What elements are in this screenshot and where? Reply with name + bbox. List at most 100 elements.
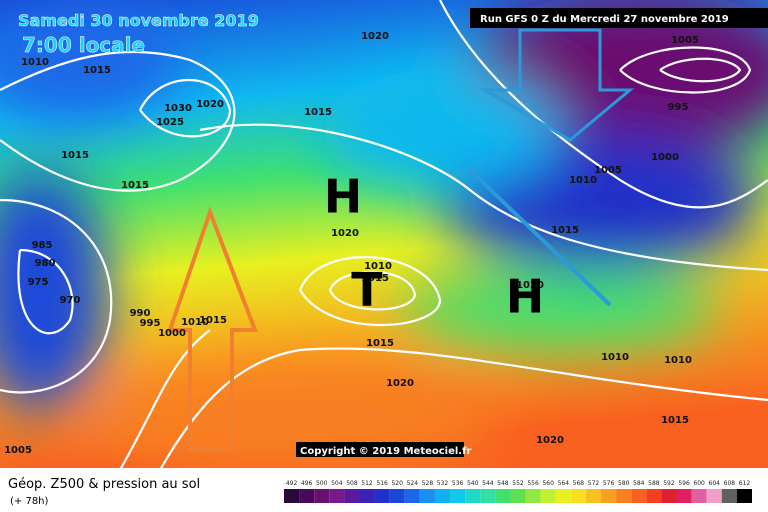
legend-swatch (434, 489, 451, 503)
legend-label: 524 (407, 480, 419, 487)
legend-swatch (329, 489, 345, 503)
pressure-labels: 1010101510201030102510201015101510159859… (4, 31, 699, 456)
map-annotations (167, 28, 635, 452)
pressure-label: 1020 (516, 280, 544, 291)
legend-label: 532 (437, 480, 449, 487)
run: Run GFS 0 Z du Mercredi 27 novembre 2019 (480, 14, 729, 25)
legend-swatch (344, 489, 360, 503)
pressure-label: 995 (140, 318, 161, 329)
pressure-label: 1020 (361, 31, 389, 42)
legend-label: 584 (633, 480, 645, 487)
pressure-label: 1010 (21, 57, 49, 68)
legend-label: 512 (361, 480, 373, 487)
legend-swatch (299, 489, 315, 503)
legend-swatch (585, 489, 602, 503)
legend-swatch (601, 489, 617, 503)
legend-label: 596 (678, 480, 690, 487)
legend-label: 608 (724, 480, 736, 487)
legend-label: 528 (422, 480, 434, 487)
legend-label: 492 (286, 480, 298, 487)
run-box (470, 8, 768, 28)
legend-swatch (359, 489, 375, 503)
copyright: Copyright © 2019 Meteociel.fr (300, 446, 471, 457)
legend-label: 588 (648, 480, 660, 487)
pressure-label: 1010 (569, 175, 597, 186)
legend-label: 504 (331, 480, 343, 487)
legend-label: 600 (693, 480, 705, 487)
center-letter: H (324, 170, 363, 224)
pressure-label: 995 (668, 102, 689, 113)
legend-label: 576 (603, 480, 615, 487)
legend-label: 500 (316, 480, 328, 487)
pressure-label: 975 (28, 277, 49, 288)
legend-swatch (706, 489, 722, 503)
legend-label: 552 (512, 480, 524, 487)
legend-swatch (570, 489, 586, 503)
pressure-label: 1005 (671, 35, 699, 46)
pressure-label: 1015 (551, 225, 579, 236)
pressure-label: 1020 (196, 99, 224, 110)
legend-swatch (631, 489, 647, 503)
legend-swatch (616, 489, 632, 503)
legend-swatch (676, 489, 692, 503)
legend-swatch (314, 489, 330, 503)
pressure-label: 1010 (181, 317, 209, 328)
date: Samedi 30 novembre 2019 (18, 11, 259, 30)
legend-swatch (525, 489, 541, 503)
legend-label: 548 (497, 480, 509, 487)
legend-swatch (389, 489, 405, 503)
legend-label: 516 (376, 480, 388, 487)
legend-label: 572 (588, 480, 600, 487)
legend-label: 564 (558, 480, 570, 487)
pressure-label: 1015 (83, 65, 111, 76)
legend-swatch (495, 489, 511, 503)
pressure-label: 1000 (158, 328, 186, 339)
legend-label: 560 (542, 480, 554, 487)
legend-swatch (450, 489, 466, 503)
pressure-label: 1010 (364, 261, 392, 272)
legend-swatch (540, 489, 556, 503)
pressure-label: 1000 (651, 152, 679, 163)
pressure-label: 1020 (386, 378, 414, 389)
time: 7:00 locale (22, 33, 145, 57)
legend-swatch (691, 489, 707, 503)
legend-swatch (510, 489, 526, 503)
legend-label: 568 (573, 480, 585, 487)
pressure-label: 1015 (199, 315, 227, 326)
legend-label: 544 (482, 480, 494, 487)
legend-swatch (736, 489, 752, 503)
copyright-box (296, 442, 464, 457)
footer-title: Géop. Z500 & pression au sol (8, 477, 200, 492)
legend-swatch (555, 489, 571, 503)
legend-label: 520 (391, 480, 403, 487)
legend-label: 536 (452, 480, 464, 487)
legend-swatch (480, 489, 496, 503)
pressure-label: 980 (35, 258, 56, 269)
legend-label: 604 (709, 480, 721, 487)
legend-swatch (284, 489, 300, 503)
legend: 492 496 500 504 508 512 516 520 524 528 532 536 540 5… (284, 480, 752, 503)
pressure-label: 1015 (121, 180, 149, 191)
pressure-label: 970 (60, 295, 81, 306)
legend-label: 612 (739, 480, 751, 487)
legend-swatch (404, 489, 420, 503)
legend-swatch (465, 489, 481, 503)
center-letter: T (351, 263, 383, 317)
legend-swatch (419, 489, 435, 503)
legend-label: 592 (663, 480, 675, 487)
pressure-label: 1020 (536, 435, 564, 446)
legend-swatch (721, 489, 737, 503)
legend-swatch (646, 489, 662, 503)
pressure-label: 1005 (4, 445, 32, 456)
pressure-label: 1030 (164, 103, 192, 114)
pressure-label: 1015 (61, 150, 89, 161)
legend-label: 496 (301, 480, 313, 487)
pressure-label: 1005 (594, 165, 622, 176)
pressure-label: 990 (130, 308, 151, 319)
legend-swatch (374, 489, 390, 503)
legend-label: 508 (346, 480, 358, 487)
legend-swatch (661, 489, 677, 503)
legend-label: 540 (467, 480, 479, 487)
legend-label: 580 (618, 480, 630, 487)
